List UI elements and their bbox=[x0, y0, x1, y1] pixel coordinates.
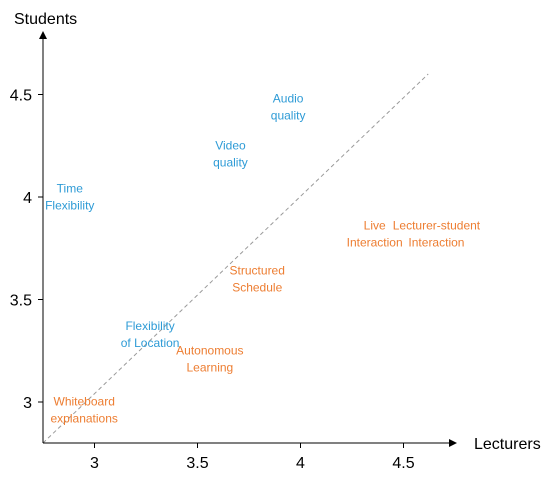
y-tick-label: 4 bbox=[23, 190, 32, 207]
reference-line-group bbox=[42, 73, 429, 444]
point-label-line: Learning bbox=[187, 360, 234, 374]
point-label-line: Video bbox=[215, 138, 246, 152]
axis-ticks: 3 3.5 4 4.5 3 3.5 4 4.5 bbox=[10, 88, 415, 473]
point-label-line: Time bbox=[57, 182, 84, 196]
x-tick-label: 4.5 bbox=[392, 455, 414, 472]
point-label-line: Flexibility bbox=[45, 199, 94, 213]
point-label-line: Structured bbox=[230, 264, 285, 278]
y-tick-label: 3 bbox=[23, 395, 32, 412]
point-label-line: explanations bbox=[51, 412, 118, 426]
point-label-audio-quality: Audio quality bbox=[271, 91, 306, 122]
point-label-line: quality bbox=[271, 108, 306, 122]
reference-diagonal-line bbox=[42, 73, 429, 444]
point-labels: AudioqualityVideoqualityTimeFlexibilityF… bbox=[45, 91, 481, 425]
point-label-line: of Location bbox=[121, 336, 180, 350]
x-tick-label: 3.5 bbox=[186, 455, 208, 472]
point-label-structured-schedule: Structured Schedule bbox=[230, 264, 285, 295]
y-axis-title: Students bbox=[14, 11, 77, 28]
point-label-time-flexibility: Time Flexibility bbox=[45, 182, 94, 213]
point-label-line: Autonomous bbox=[176, 343, 243, 357]
point-label-line: Flexibility bbox=[125, 319, 174, 333]
point-label-line: Audio bbox=[273, 91, 304, 105]
point-label-flexibility-of-location: Flexibility of Location bbox=[121, 319, 180, 350]
point-label-line: Interaction bbox=[408, 235, 464, 249]
x-tick-label: 4 bbox=[296, 455, 305, 472]
point-label-video-quality: Video quality bbox=[213, 138, 248, 169]
x-axis-title: Lecturers bbox=[474, 436, 541, 453]
point-label-whiteboard-explanations: Whiteboard explanations bbox=[51, 395, 118, 426]
y-tick-label: 4.5 bbox=[10, 88, 32, 105]
point-label-line: Live bbox=[364, 218, 386, 232]
point-label-line: Lecturer-student bbox=[393, 218, 481, 232]
point-label-live-interaction: Live Interaction bbox=[347, 218, 403, 249]
point-label-line: quality bbox=[213, 155, 248, 169]
point-label-lecturer-student-interaction: Lecturer-student Interaction bbox=[393, 218, 481, 249]
point-label-line: Interaction bbox=[347, 235, 403, 249]
y-tick-label: 3.5 bbox=[10, 293, 32, 310]
point-label-line: Whiteboard bbox=[54, 395, 115, 409]
point-label-line: Schedule bbox=[232, 281, 282, 295]
x-tick-label: 3 bbox=[90, 455, 99, 472]
point-label-autonomous-learning: Autonomous Learning bbox=[176, 343, 243, 374]
